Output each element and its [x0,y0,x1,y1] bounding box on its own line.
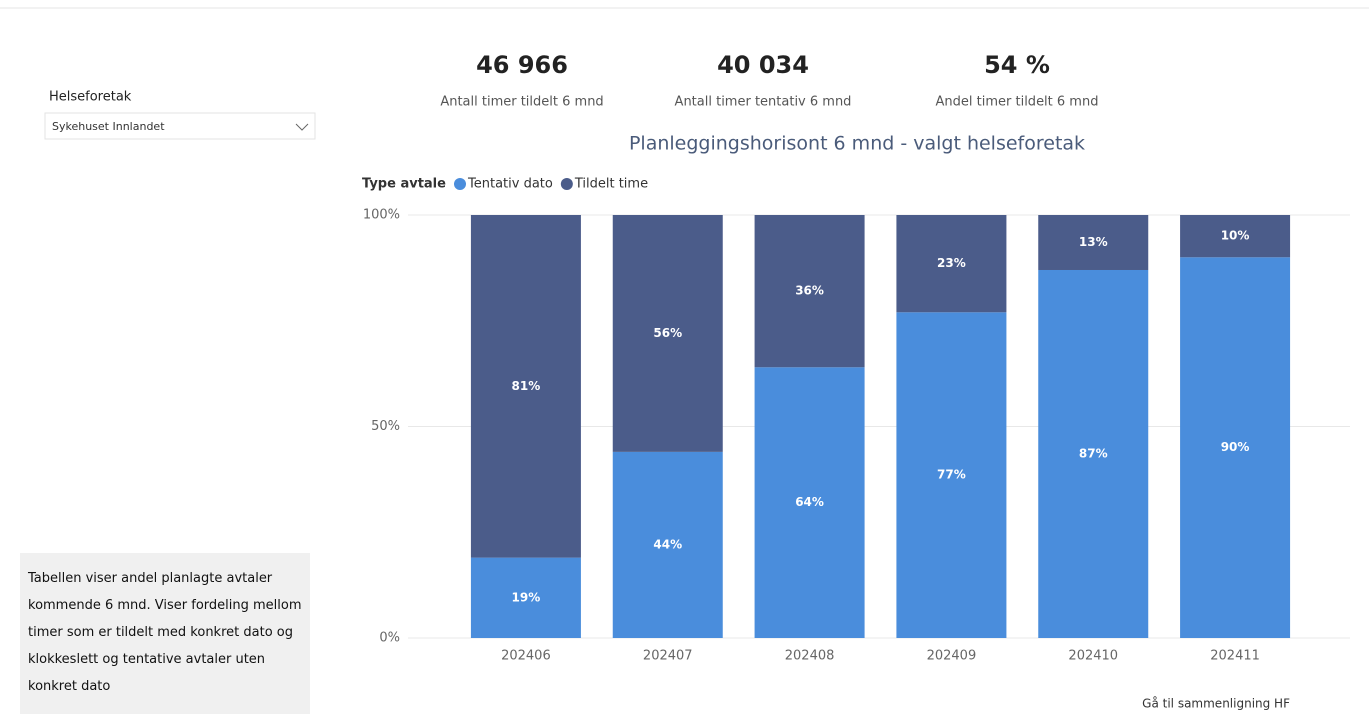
bar-segment [612,215,723,452]
kpi-value: 40 034 [717,51,809,79]
bar-segment [1180,215,1291,258]
chevron [295,123,309,131]
data-label: 23% [937,256,966,270]
x-tick-label: 202406 [501,649,551,664]
kpi-label: Antall timer tentativ 6 mnd [675,95,852,110]
bar-segment [470,557,581,638]
bar-segment [612,451,723,638]
slicer-value: Sykehuset Innlandet [52,120,165,133]
data-label: 44% [653,537,682,551]
data-label: 56% [653,326,682,340]
kpi-value: 46 966 [476,51,568,79]
y-tick-label: 0% [379,631,400,646]
bar-segment [754,215,865,368]
data-label: 81% [512,379,541,393]
data-label: 77% [937,468,966,482]
data-label: 87% [1079,446,1108,460]
bar-segment [896,215,1007,313]
slicer-label: Helseforetak [49,90,132,105]
data-label: 90% [1221,440,1250,454]
kpi-label: Andel timer tildelt 6 mnd [936,95,1099,110]
data-label: 10% [1221,229,1250,243]
slicer-dropdown[interactable] [44,112,316,140]
x-tick-label: 202410 [1068,649,1118,664]
y-tick-label: 100% [363,208,400,223]
x-tick-label: 202411 [1210,649,1260,664]
legend-label: Tildelt time [574,177,648,192]
legend-marker [454,178,466,190]
bar-segment [896,312,1007,638]
kpi-label: Antall timer tildelt 6 mnd [440,95,603,110]
y-tick-label: 50% [371,419,400,434]
data-label: 13% [1079,235,1108,249]
bar-segment [754,367,865,638]
chart-title: Planleggingshorisont 6 mnd - valgt helse… [629,133,1085,155]
legend-marker [560,178,573,190]
note: Tabellen viser andel planlagte avtaler k… [20,553,310,714]
data-label: 19% [512,590,541,604]
bar-segment [1180,257,1291,638]
bar-segment [1038,215,1149,270]
data-label: 64% [795,495,824,509]
data-label: 36% [795,284,824,298]
nav-link[interactable]: Gå til sammenligning HF [1142,697,1290,711]
legend-title: Type avtale [362,177,446,192]
legend-label: Tentativ dato [467,177,553,192]
x-tick-label: 202408 [785,649,835,664]
kpi-value: 54 % [984,51,1050,79]
bar-segment [470,215,581,558]
x-tick-label: 202409 [927,649,977,664]
bar-segment [1038,269,1149,638]
x-tick-label: 202407 [643,649,693,664]
